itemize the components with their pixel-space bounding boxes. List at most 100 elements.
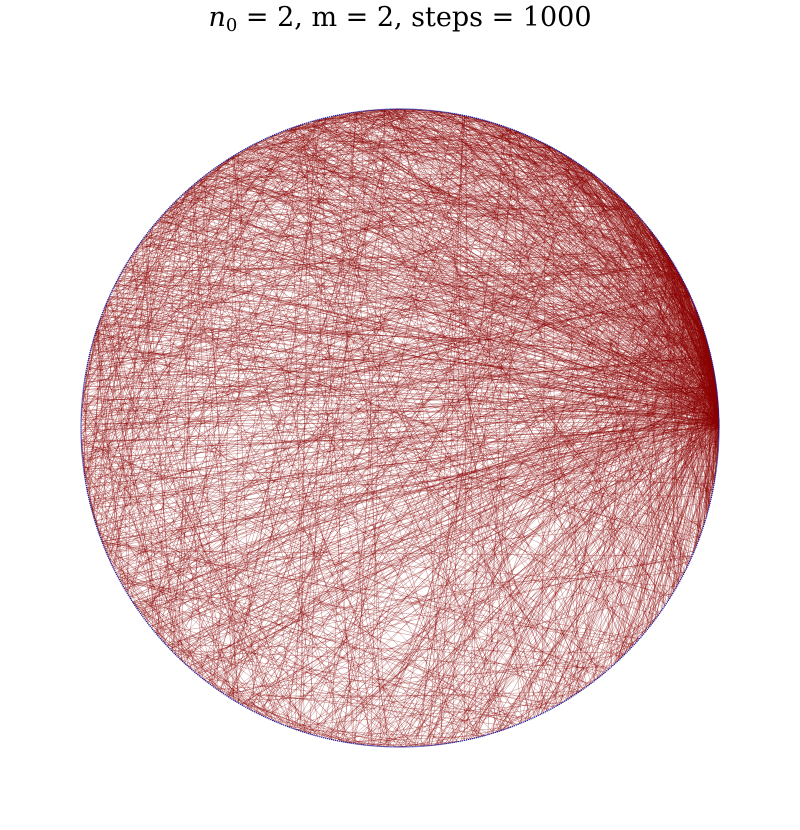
node	[567, 156, 569, 158]
edge	[398, 431, 720, 748]
node	[99, 537, 102, 539]
node	[619, 196, 621, 198]
node	[714, 377, 716, 379]
node	[189, 187, 191, 189]
edge	[135, 140, 262, 250]
edge	[190, 187, 716, 379]
edge	[226, 561, 690, 697]
node	[321, 736, 323, 738]
node	[112, 566, 114, 568]
edge	[567, 156, 716, 478]
node	[628, 204, 630, 207]
node	[542, 142, 545, 144]
node	[703, 523, 705, 526]
node	[82, 467, 85, 469]
node	[638, 216, 641, 219]
edge	[104, 308, 719, 417]
node	[82, 389, 84, 391]
node	[465, 115, 468, 117]
edge	[107, 301, 717, 391]
edge	[197, 181, 709, 346]
edge	[134, 132, 521, 251]
edge	[140, 613, 487, 736]
node	[696, 311, 699, 314]
node	[463, 739, 466, 742]
edge	[164, 212, 648, 630]
edge	[614, 610, 662, 665]
node	[155, 633, 158, 635]
edge	[394, 108, 689, 566]
node	[326, 116, 329, 119]
node	[253, 143, 256, 145]
node	[717, 449, 719, 451]
node	[219, 690, 221, 693]
edge	[521, 133, 702, 535]
edge	[151, 147, 553, 629]
edge	[151, 248, 665, 629]
node	[80, 431, 82, 433]
node	[311, 733, 313, 736]
edge	[713, 372, 718, 458]
edge	[86, 419, 719, 488]
edge	[197, 121, 489, 675]
edge	[103, 108, 402, 310]
node	[640, 636, 642, 638]
edge	[82, 463, 319, 737]
node	[548, 709, 550, 711]
node	[649, 625, 651, 628]
node	[532, 137, 534, 139]
node	[136, 246, 138, 249]
node	[703, 332, 706, 335]
node	[650, 230, 652, 232]
node	[271, 134, 274, 137]
edge	[141, 240, 176, 655]
node	[717, 403, 719, 405]
node	[370, 109, 372, 112]
edge	[233, 155, 294, 729]
node	[99, 317, 102, 319]
node	[324, 117, 327, 119]
edge	[696, 310, 714, 488]
node	[695, 546, 697, 548]
edge	[157, 199, 178, 636]
node	[324, 737, 327, 739]
edge	[122, 270, 644, 635]
node	[80, 437, 82, 439]
edge	[80, 358, 89, 419]
node	[681, 279, 684, 281]
node	[491, 121, 493, 124]
edge	[176, 199, 390, 747]
edge	[337, 290, 689, 741]
edge	[99, 264, 127, 536]
edge	[644, 356, 712, 633]
node	[521, 132, 523, 134]
node	[338, 740, 341, 742]
node	[144, 619, 146, 621]
node	[664, 249, 666, 252]
node	[89, 502, 91, 504]
node	[479, 118, 481, 120]
node	[681, 575, 684, 577]
node	[680, 577, 683, 579]
node	[553, 706, 555, 708]
node	[616, 193, 618, 196]
node	[118, 578, 121, 581]
edge	[117, 575, 555, 708]
node	[257, 141, 259, 143]
edge	[611, 189, 678, 585]
node	[456, 741, 458, 743]
node	[390, 108, 392, 110]
node	[588, 170, 591, 173]
node	[158, 218, 160, 220]
node	[473, 737, 476, 739]
node	[83, 379, 86, 381]
node	[715, 385, 717, 387]
node	[85, 367, 88, 370]
node	[187, 188, 190, 190]
node	[588, 683, 591, 686]
node	[130, 254, 133, 257]
edge	[86, 487, 245, 707]
node	[195, 181, 197, 184]
node	[475, 117, 477, 119]
node	[446, 742, 448, 745]
